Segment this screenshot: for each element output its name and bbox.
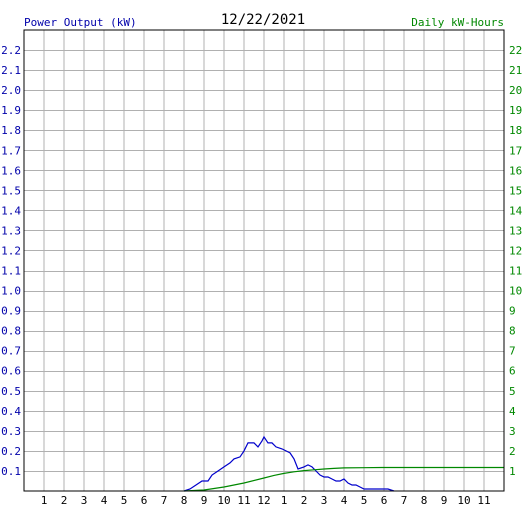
left-tick-label: 1.3 (1, 224, 21, 237)
energy-series-line (183, 466, 504, 492)
energy-axis-title: Daily kW-Hours (411, 16, 504, 29)
right-tick-label: 1 (509, 465, 516, 478)
right-tick-label: 11 (509, 265, 522, 278)
left-tick-label: 1.8 (1, 124, 21, 137)
x-tick-label: 4 (101, 494, 108, 507)
tick-labels: 0.1 0.2 0.3 0.4 0.5 0.6 0.7 0.8 0.9 1.0 1.1 1.2 1.3 1… (1, 44, 522, 507)
x-tick-label: 10 (217, 494, 230, 507)
left-tick-label: 1.0 (1, 285, 21, 298)
power-axis-title: Power Output (kW) (24, 16, 137, 29)
right-tick-label: 21 (509, 64, 522, 77)
left-tick-label: 2.2 (1, 44, 21, 57)
right-tick-label: 4 (509, 405, 516, 418)
left-tick-label: 1.6 (1, 164, 21, 177)
right-tick-label: 19 (509, 104, 522, 117)
x-tick-label: 9 (201, 494, 208, 507)
left-tick-label: 1.1 (1, 265, 21, 278)
x-tick-label: 5 (121, 494, 128, 507)
left-tick-label: 0.7 (1, 345, 21, 358)
power-series-line (183, 435, 395, 492)
x-tick-label: 2 (301, 494, 308, 507)
right-tick-label: 18 (509, 124, 522, 137)
left-tick-label: 0.9 (1, 305, 21, 318)
plot-area-border (23, 29, 505, 492)
right-tick-label: 22 (509, 44, 522, 57)
left-tick-label: 0.6 (1, 365, 21, 378)
right-tick-label: 7 (509, 345, 516, 358)
right-tick-label: 20 (509, 84, 522, 97)
x-tick-label: 10 (457, 494, 470, 507)
left-tick-label: 0.8 (1, 325, 21, 338)
left-tick-label: 2.0 (1, 84, 21, 97)
x-tick-label: 3 (81, 494, 88, 507)
right-tick-label: 3 (509, 425, 516, 438)
x-tick-label: 6 (141, 494, 148, 507)
x-tick-label: 3 (321, 494, 328, 507)
right-tick-label: 10 (509, 285, 522, 298)
right-tick-label: 16 (509, 164, 522, 177)
x-tick-label: 4 (341, 494, 348, 507)
right-tick-label: 13 (509, 224, 522, 237)
x-tick-label: 1 (41, 494, 48, 507)
left-tick-label: 0.5 (1, 385, 21, 398)
right-tick-label: 9 (509, 305, 516, 318)
left-tick-label: 1.7 (1, 144, 21, 157)
left-tick-label: 2.1 (1, 64, 21, 77)
x-tick-label: 12 (257, 494, 270, 507)
x-tick-label: 7 (401, 494, 408, 507)
right-tick-label: 5 (509, 385, 516, 398)
left-tick-label: 0.3 (1, 425, 21, 438)
left-tick-label: 0.1 (1, 465, 21, 478)
x-tick-label: 11 (477, 494, 490, 507)
right-tick-label: 14 (509, 204, 523, 217)
x-tick-label: 2 (61, 494, 68, 507)
left-tick-label: 1.5 (1, 184, 21, 197)
x-tick-label: 1 (281, 494, 288, 507)
x-tick-label: 9 (441, 494, 448, 507)
left-tick-label: 1.4 (1, 204, 21, 217)
right-tick-label: 12 (509, 244, 522, 257)
left-tick-label: 0.4 (1, 405, 21, 418)
grid-lines (24, 30, 504, 491)
x-tick-label: 8 (421, 494, 428, 507)
right-tick-label: 2 (509, 445, 516, 458)
x-tick-label: 8 (181, 494, 188, 507)
x-tick-label: 6 (381, 494, 388, 507)
right-tick-label: 15 (509, 184, 522, 197)
right-tick-label: 8 (509, 325, 516, 338)
chart-date-title: 12/22/2021 (221, 12, 305, 28)
x-tick-label: 11 (237, 494, 250, 507)
right-tick-label: 17 (509, 144, 522, 157)
left-tick-label: 1.2 (1, 244, 21, 257)
left-tick-label: 0.2 (1, 445, 21, 458)
x-tick-label: 5 (361, 494, 368, 507)
x-tick-label: 7 (161, 494, 168, 507)
right-tick-label: 6 (509, 365, 516, 378)
series-lines (183, 435, 504, 492)
left-tick-label: 1.9 (1, 104, 21, 117)
